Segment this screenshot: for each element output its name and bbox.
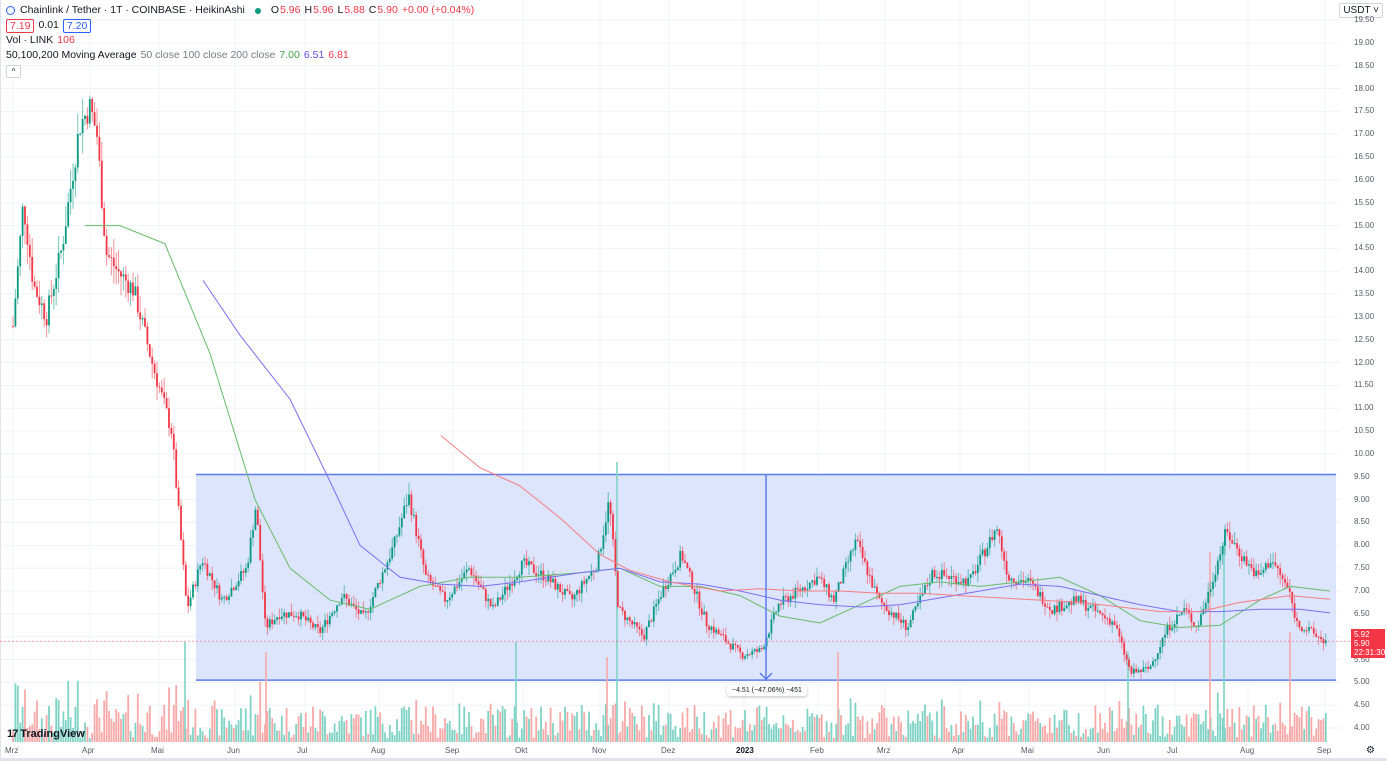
ma-indicator-row[interactable]: 50,100,200 Moving Average 50 close 100 c… <box>6 48 474 63</box>
price-tick-label: 13.00 <box>1354 311 1375 321</box>
ohlc-change-value: +0.00 (+0.04%) <box>401 4 475 16</box>
symbol-row[interactable]: Chainlink / Tether · 1T · COINBASE · Hei… <box>6 3 474 18</box>
collapse-legend-button[interactable]: ^ <box>6 65 21 78</box>
price-tick-label: 4.00 <box>1354 723 1370 733</box>
price-tick-label: 13.50 <box>1354 289 1375 299</box>
price-tick-label: 6.50 <box>1354 608 1370 618</box>
last-price-tag: 5.90 <box>1354 639 1370 648</box>
symbol-title[interactable]: Chainlink / Tether · 1T · COINBASE · Hei… <box>20 4 245 16</box>
price-tick-label: 10.50 <box>1354 426 1375 436</box>
measure-label: −4.51 (−47.06%) −451 <box>727 685 807 696</box>
price-tick-label: 16.00 <box>1354 174 1375 184</box>
time-tick-label: Apr <box>952 746 965 755</box>
bid-price-tag: 5.92 <box>1354 630 1370 639</box>
moving-average-lines <box>85 225 1331 629</box>
time-tick-label: Mrz <box>5 746 19 755</box>
ma50-value: 7.00 <box>279 49 300 61</box>
time-tick-label: Sep <box>1317 746 1332 755</box>
price-tick-label: 15.00 <box>1354 220 1375 230</box>
price-tick-label: 15.50 <box>1354 197 1375 207</box>
time-tick-label: Sep <box>445 746 460 755</box>
time-tick-label: Jun <box>1097 746 1110 755</box>
price-tick-label: 9.50 <box>1354 471 1370 481</box>
price-tick-label: 7.50 <box>1354 563 1370 573</box>
price-tick-label: 18.00 <box>1354 83 1375 93</box>
price-tick-label: 14.50 <box>1354 243 1375 253</box>
ohlc-close-label: C <box>368 4 377 16</box>
tradingview-logo[interactable]: 17 TradingView <box>7 728 85 740</box>
countdown-timer: 22:31:30 <box>1354 648 1386 657</box>
time-tick-label: Okt <box>515 746 528 755</box>
time-tick-label: Mai <box>151 746 164 755</box>
price-tick-label: 17.50 <box>1354 106 1375 116</box>
ma200-value: 6.81 <box>328 49 349 61</box>
price-tick-label: 12.50 <box>1354 334 1375 344</box>
bottom-border <box>0 758 1387 761</box>
time-tick-label: Mrz <box>877 746 891 755</box>
time-tick-label: 2023 <box>736 746 754 755</box>
time-tick-label: Apr <box>82 746 95 755</box>
price-tick-label: 8.50 <box>1354 517 1370 527</box>
tradingview-wordmark: TradingView <box>20 728 85 740</box>
ma-indicator-label: 50,100,200 Moving Average <box>6 49 137 61</box>
time-tick-label: Aug <box>371 746 386 755</box>
measure-overlay <box>0 474 1350 681</box>
price-tick-label: 5.50 <box>1354 654 1370 664</box>
price-tick-label: 4.50 <box>1354 700 1370 710</box>
price-tick-label: 7.00 <box>1354 586 1370 595</box>
volume-bars <box>12 462 1327 742</box>
sell-price-button[interactable]: 7.19 <box>6 18 35 33</box>
price-tick-label: 11.00 <box>1354 403 1374 413</box>
bid-ask-row: 7.19 0.01 7.20 <box>6 18 474 33</box>
time-tick-label: Jun <box>227 746 240 755</box>
volume-indicator-row[interactable]: Vol · LINK 106 <box>6 33 474 48</box>
price-tick-label: 19.00 <box>1354 37 1375 47</box>
current-price-tag: 5.92 5.90 22:31:30 <box>1351 629 1385 658</box>
price-tick-label: 19.50 <box>1354 15 1375 24</box>
time-tick-label: Feb <box>810 746 824 755</box>
volume-indicator-value: 106 <box>57 34 75 46</box>
ma100-value: 6.51 <box>303 49 325 61</box>
market-open-status-icon <box>254 7 261 14</box>
ohlc-close-value: 5.90 <box>377 4 398 16</box>
tradingview-mark-icon: 17 <box>7 728 18 740</box>
price-tick-label: 18.50 <box>1354 60 1375 70</box>
ma-indicator-params: 50 close 100 close 200 close <box>140 49 276 61</box>
volume-indicator-label: Vol · LINK <box>6 34 54 46</box>
ohlc-open-label: O <box>270 4 280 16</box>
ohlc-low-label: L <box>337 4 344 16</box>
price-tick-label: 17.00 <box>1354 129 1375 139</box>
time-tick-label: Dez <box>661 746 676 755</box>
price-tick-label: 9.00 <box>1354 494 1370 504</box>
ohlc-low-value: 5.88 <box>344 4 365 16</box>
buy-price-button[interactable]: 7.20 <box>62 18 92 33</box>
ohlc-open-value: 5.96 <box>280 4 301 16</box>
price-tick-label: 16.50 <box>1354 152 1375 162</box>
currency-selector[interactable]: USDT ˅ <box>1339 3 1383 18</box>
spread-value: 0.01 <box>38 19 59 31</box>
ohlc-high-label: H <box>304 4 313 16</box>
time-tick-label: Nov <box>592 746 607 755</box>
price-tick-label: 10.00 <box>1354 448 1375 458</box>
chart-settings-gear-icon[interactable]: ⚙ <box>1366 745 1375 756</box>
time-tick-label: Jul <box>1167 746 1178 755</box>
price-tick-label: 14.00 <box>1354 266 1375 276</box>
ohlc-high-value: 5.96 <box>313 4 334 16</box>
chainlink-logo-icon <box>6 6 15 15</box>
candlesticks <box>12 95 1327 679</box>
price-tick-label: 8.00 <box>1354 540 1370 550</box>
time-tick-label: Jul <box>297 746 308 755</box>
chart-legend: Chainlink / Tether · 1T · COINBASE · Hei… <box>6 3 474 78</box>
price-tick-label: 5.00 <box>1354 677 1370 687</box>
time-tick-label: Aug <box>1240 746 1255 755</box>
price-tick-label: 12.00 <box>1354 357 1375 367</box>
price-tick-label: 11.50 <box>1354 380 1374 390</box>
time-tick-label: Mai <box>1021 746 1034 755</box>
